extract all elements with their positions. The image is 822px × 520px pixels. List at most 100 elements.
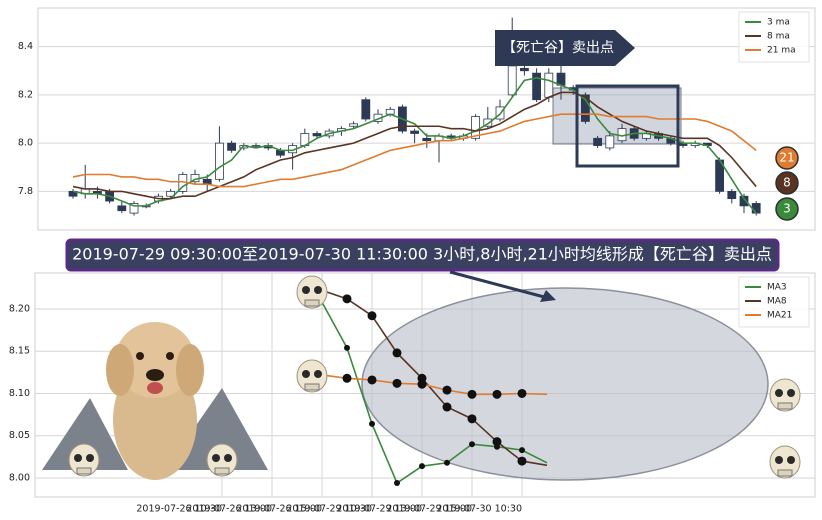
candle-body [227, 142, 237, 151]
skull-eye [212, 454, 220, 462]
y-tick-label: 7.8 [18, 186, 33, 197]
data-layer: 3 ma 8 ma 21 ma 3 8 21 MA3 MA8 MA21 [68, 11, 810, 487]
dog-eye [166, 352, 174, 360]
point [394, 480, 400, 487]
point [369, 420, 375, 427]
annotation-text: 【死亡谷】卖出点 [502, 40, 614, 56]
dog-tongue [147, 382, 163, 394]
skulls [68, 275, 801, 479]
legend-label: 8 ma [767, 32, 790, 42]
point [367, 311, 377, 321]
skull-teeth [304, 299, 320, 307]
skull-eye [302, 286, 310, 294]
candle-body [739, 195, 749, 207]
point [342, 373, 352, 383]
title-banner [65, 238, 780, 272]
y-tick-label: 8.10 [9, 388, 30, 399]
candle-body [593, 137, 603, 146]
pointer-arrow-head [540, 290, 556, 302]
skull-eye [224, 454, 232, 462]
candle-body [544, 72, 554, 98]
y-tick-label: 8.4 [18, 41, 33, 52]
skull-eye [86, 454, 94, 462]
end-badge [775, 146, 799, 170]
dog-eye [136, 352, 144, 360]
skull-eye [787, 456, 795, 464]
point [517, 388, 527, 398]
y-tick-label: 8.20 [9, 303, 30, 314]
candle-body [312, 133, 322, 137]
candle-body [215, 142, 224, 180]
x-tick-label: 2019-07-29 13:00 [336, 504, 422, 515]
skull-eye [314, 370, 322, 378]
point [442, 385, 452, 395]
candle-body [251, 145, 261, 147]
candle-body [751, 203, 761, 214]
point [467, 389, 477, 399]
ma-line [72, 77, 757, 214]
candle-body [483, 118, 493, 127]
skull-teeth [777, 469, 793, 477]
mountain [42, 398, 128, 470]
candle-body [581, 94, 590, 122]
point [367, 375, 377, 385]
skull-eye [787, 389, 795, 397]
point [492, 437, 502, 447]
end-badge-label: 21 [779, 151, 794, 165]
candle-body [532, 72, 542, 101]
ma-line [321, 301, 548, 485]
candle-body [520, 67, 529, 72]
point [444, 459, 450, 466]
dog-nose [146, 369, 164, 381]
point [492, 389, 502, 399]
skull-eye [74, 454, 82, 462]
highlight-ellipse [361, 287, 769, 481]
candle-body [129, 203, 139, 214]
x-tick-label: 2019-07-29 15:00 [386, 504, 472, 515]
candle-body [349, 123, 359, 127]
x-tick-label: 2019-07-30 10:30 [436, 504, 522, 515]
y-tick-label: 8.0 [18, 138, 33, 149]
point [519, 447, 525, 454]
y-tick-label: 8.15 [9, 346, 30, 357]
candle-body [471, 116, 481, 139]
end-badge [775, 197, 799, 221]
skull-teeth [777, 402, 793, 410]
point [442, 402, 452, 412]
x-tick-label: 2019-07-26 13:00 [186, 504, 272, 515]
candle-body [605, 135, 615, 149]
legend-label: MA8 [767, 297, 787, 307]
end-badge-label: 3 [783, 202, 791, 216]
point [392, 348, 402, 358]
skull-teeth [76, 467, 92, 475]
candle-body [507, 65, 517, 96]
candle-body [410, 130, 420, 134]
ma-line [321, 374, 548, 396]
legend-label: 21 ma [767, 46, 796, 56]
candle-body [361, 99, 371, 120]
legend-label: MA21 [767, 311, 792, 321]
point [419, 463, 425, 470]
point [469, 441, 475, 448]
dog-head [115, 322, 195, 398]
dog-ear [106, 344, 134, 396]
skull-eye [775, 456, 783, 464]
skull-teeth [304, 383, 320, 391]
y-tick-label: 8.05 [9, 430, 30, 441]
point [417, 379, 427, 389]
end-badge [775, 171, 799, 195]
ma-line [72, 113, 757, 188]
ma-line [321, 289, 548, 467]
skull-teeth [214, 467, 230, 475]
y-tick-label: 8.00 [9, 472, 30, 483]
candle-body [422, 137, 432, 142]
point [342, 294, 352, 304]
skull-eye [302, 370, 310, 378]
highlight-frame [575, 84, 680, 168]
point [467, 414, 477, 424]
pointer-arrow [449, 270, 549, 300]
point [344, 344, 350, 351]
chart-title: 2019-07-29 09:30:00至2019-07-30 11:30:00 … [72, 245, 772, 264]
